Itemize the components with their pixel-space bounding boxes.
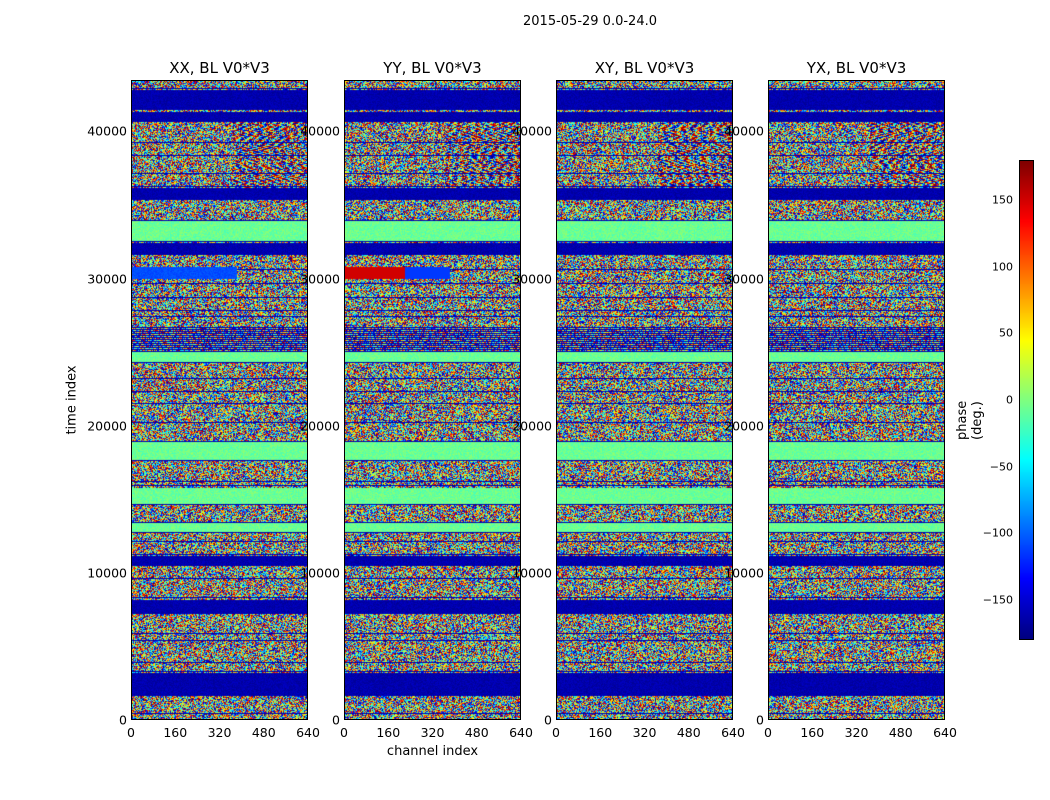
colorbar-tick-label: 100: [992, 260, 1013, 274]
figure-title: 2015-05-29 0.0-24.0: [523, 14, 657, 29]
x-tick-label: 480: [676, 725, 701, 740]
colorbar-tick-label: 150: [992, 193, 1013, 207]
heatmap-panel: [131, 80, 308, 720]
heatmap-image: [769, 81, 944, 719]
x-tick-label: 640: [509, 725, 533, 740]
x-tick-label: 480: [888, 725, 913, 740]
x-tick-label: 640: [721, 725, 745, 740]
y-tick-label: 40000: [87, 123, 127, 139]
y-tick-label: 0: [544, 712, 552, 728]
heatmap-panel: [768, 80, 945, 720]
y-tick-label: 40000: [300, 123, 340, 139]
x-tick-label: 160: [800, 725, 825, 740]
y-tick-label: 0: [119, 712, 127, 728]
y-tick-label: 40000: [724, 123, 764, 139]
y-tick-label: 30000: [87, 271, 127, 287]
x-tick-label: 0: [127, 725, 135, 740]
panel-title: YX, BL V0*V3: [806, 59, 907, 77]
y-tick-label: 10000: [724, 565, 764, 581]
panel-title: XX, BL V0*V3: [169, 59, 270, 77]
colorbar-tick-label: −50: [989, 460, 1013, 474]
x-tick-label: 320: [420, 725, 445, 740]
x-tick-label: 320: [844, 725, 869, 740]
x-tick-label: 640: [296, 725, 320, 740]
y-tick-label: 20000: [87, 418, 127, 434]
y-axis-label: time index: [64, 365, 80, 435]
heatmap-image: [345, 81, 520, 719]
heatmap-image: [132, 81, 307, 719]
x-tick-label: 0: [552, 725, 560, 740]
heatmap-panel: [344, 80, 521, 720]
x-tick-label: 320: [632, 725, 657, 740]
y-tick-label: 20000: [512, 418, 552, 434]
x-tick-label: 320: [207, 725, 232, 740]
x-tick-label: 0: [764, 725, 772, 740]
x-tick-label: 160: [376, 725, 401, 740]
colorbar-tick-label: −100: [982, 526, 1013, 540]
x-tick-label: 160: [588, 725, 613, 740]
y-tick-label: 10000: [512, 565, 552, 581]
y-tick-label: 40000: [512, 123, 552, 139]
x-tick-label: 0: [340, 725, 348, 740]
y-tick-label: 30000: [300, 271, 340, 287]
heatmap-image: [557, 81, 732, 719]
colorbar: [1019, 160, 1034, 640]
y-tick-label: 10000: [87, 565, 127, 581]
colorbar-label: phase (deg.): [955, 400, 985, 440]
y-tick-label: 20000: [300, 418, 340, 434]
x-tick-label: 480: [464, 725, 489, 740]
y-tick-label: 30000: [512, 271, 552, 287]
y-tick-label: 20000: [724, 418, 764, 434]
y-tick-label: 0: [756, 712, 764, 728]
x-tick-label: 160: [163, 725, 188, 740]
colorbar-gradient: [1020, 161, 1033, 639]
colorbar-tick-label: −150: [982, 593, 1013, 607]
y-tick-label: 30000: [724, 271, 764, 287]
x-axis-label: channel index: [386, 744, 479, 759]
heatmap-panel: [556, 80, 733, 720]
colorbar-tick-label: 0: [1006, 393, 1013, 407]
x-tick-label: 480: [251, 725, 276, 740]
panel-title: XY, BL V0*V3: [594, 59, 695, 77]
y-tick-label: 0: [332, 712, 340, 728]
x-tick-label: 640: [933, 725, 957, 740]
y-tick-label: 10000: [300, 565, 340, 581]
panel-title: YY, BL V0*V3: [383, 59, 482, 77]
colorbar-tick-label: 50: [999, 326, 1013, 340]
